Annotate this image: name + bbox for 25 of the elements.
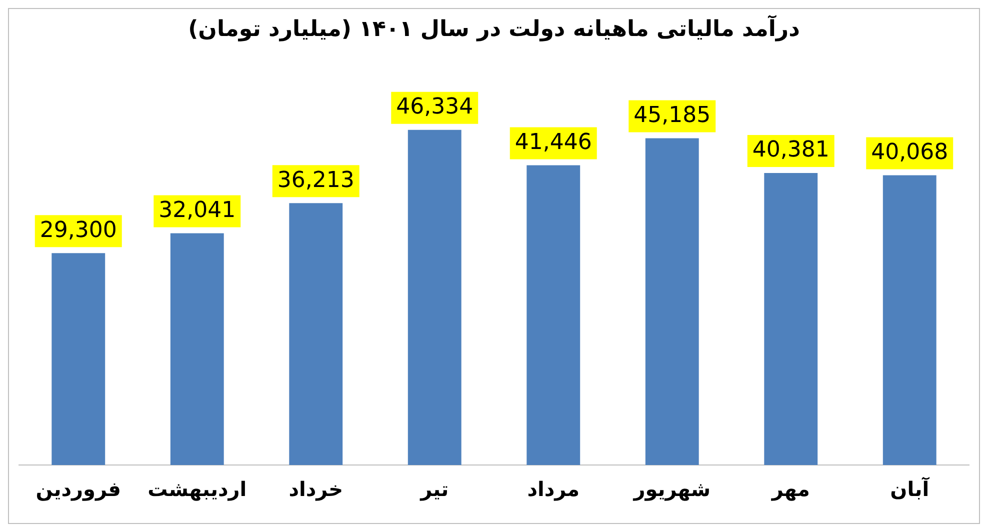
- bar: [645, 138, 699, 465]
- data-label: 36,213: [277, 168, 354, 193]
- x-tick-label: مهر: [770, 477, 810, 502]
- x-tick-label: تیر: [420, 477, 449, 502]
- bar: [52, 253, 106, 465]
- data-label: 29,300: [40, 218, 117, 243]
- x-tick-label: فروردین: [36, 477, 122, 502]
- x-tick-label: شهریور: [632, 477, 711, 502]
- x-tick-label: مرداد: [527, 477, 580, 502]
- data-label: 41,446: [514, 130, 592, 155]
- data-label: 46,334: [396, 94, 474, 120]
- x-tick-label: اردیبهشت: [148, 477, 247, 502]
- data-label: 45,185: [634, 102, 711, 128]
- bar: [289, 203, 343, 465]
- chart-title: درآمد مالیاتی ماهیانه دولت در سال ۱۴۰۱ (میلیارد تومان): [188, 14, 800, 42]
- x-tick-label: آبان: [890, 476, 930, 502]
- bar: [882, 175, 936, 465]
- x-tick-label: خرداد: [288, 477, 343, 502]
- bar: [408, 130, 462, 465]
- data-label: 40,068: [871, 140, 948, 165]
- data-label: 32,041: [158, 198, 236, 223]
- bar: [764, 172, 818, 465]
- bar: [526, 165, 580, 465]
- data-label: 40,381: [752, 138, 830, 163]
- bar: [170, 233, 224, 465]
